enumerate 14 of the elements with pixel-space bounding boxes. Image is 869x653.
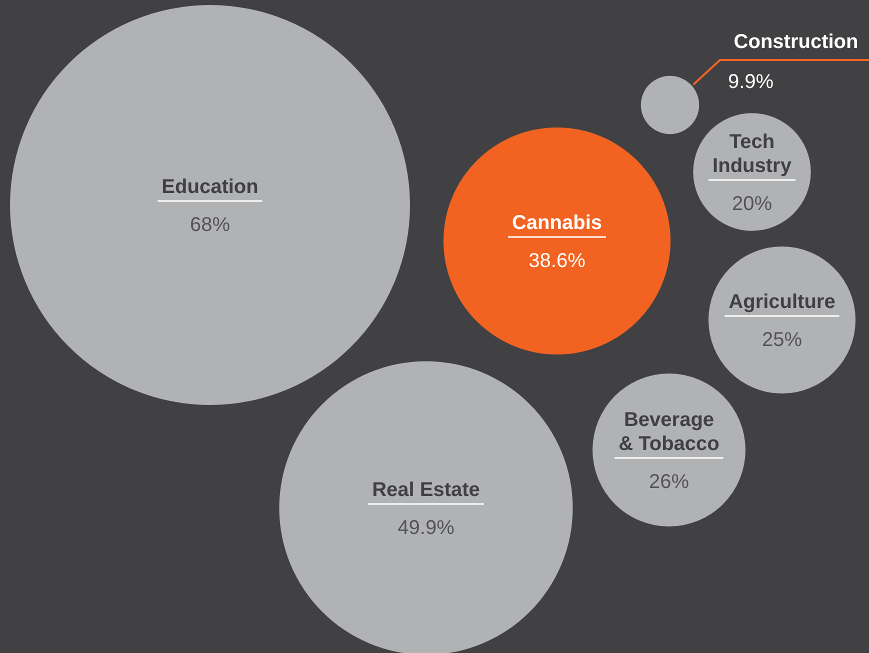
category-label: Real Estate xyxy=(372,479,480,501)
data-label: 25% xyxy=(762,329,802,351)
data-label: 26% xyxy=(648,471,690,493)
data-label: 20% xyxy=(732,193,772,215)
data-label: 49.9% xyxy=(398,517,455,539)
category-label: Tech Industry xyxy=(712,131,792,177)
category-label: Cannabis xyxy=(512,212,602,234)
category-label: Agriculture xyxy=(728,291,836,313)
data-label: 38.6% xyxy=(528,250,586,272)
data-label: 68% xyxy=(190,214,230,236)
category-label: Education xyxy=(162,176,258,198)
category-label: Construction xyxy=(734,31,858,53)
data-label: 9.9% xyxy=(728,71,774,93)
category-label: Beverage & Tobacco xyxy=(618,409,720,455)
